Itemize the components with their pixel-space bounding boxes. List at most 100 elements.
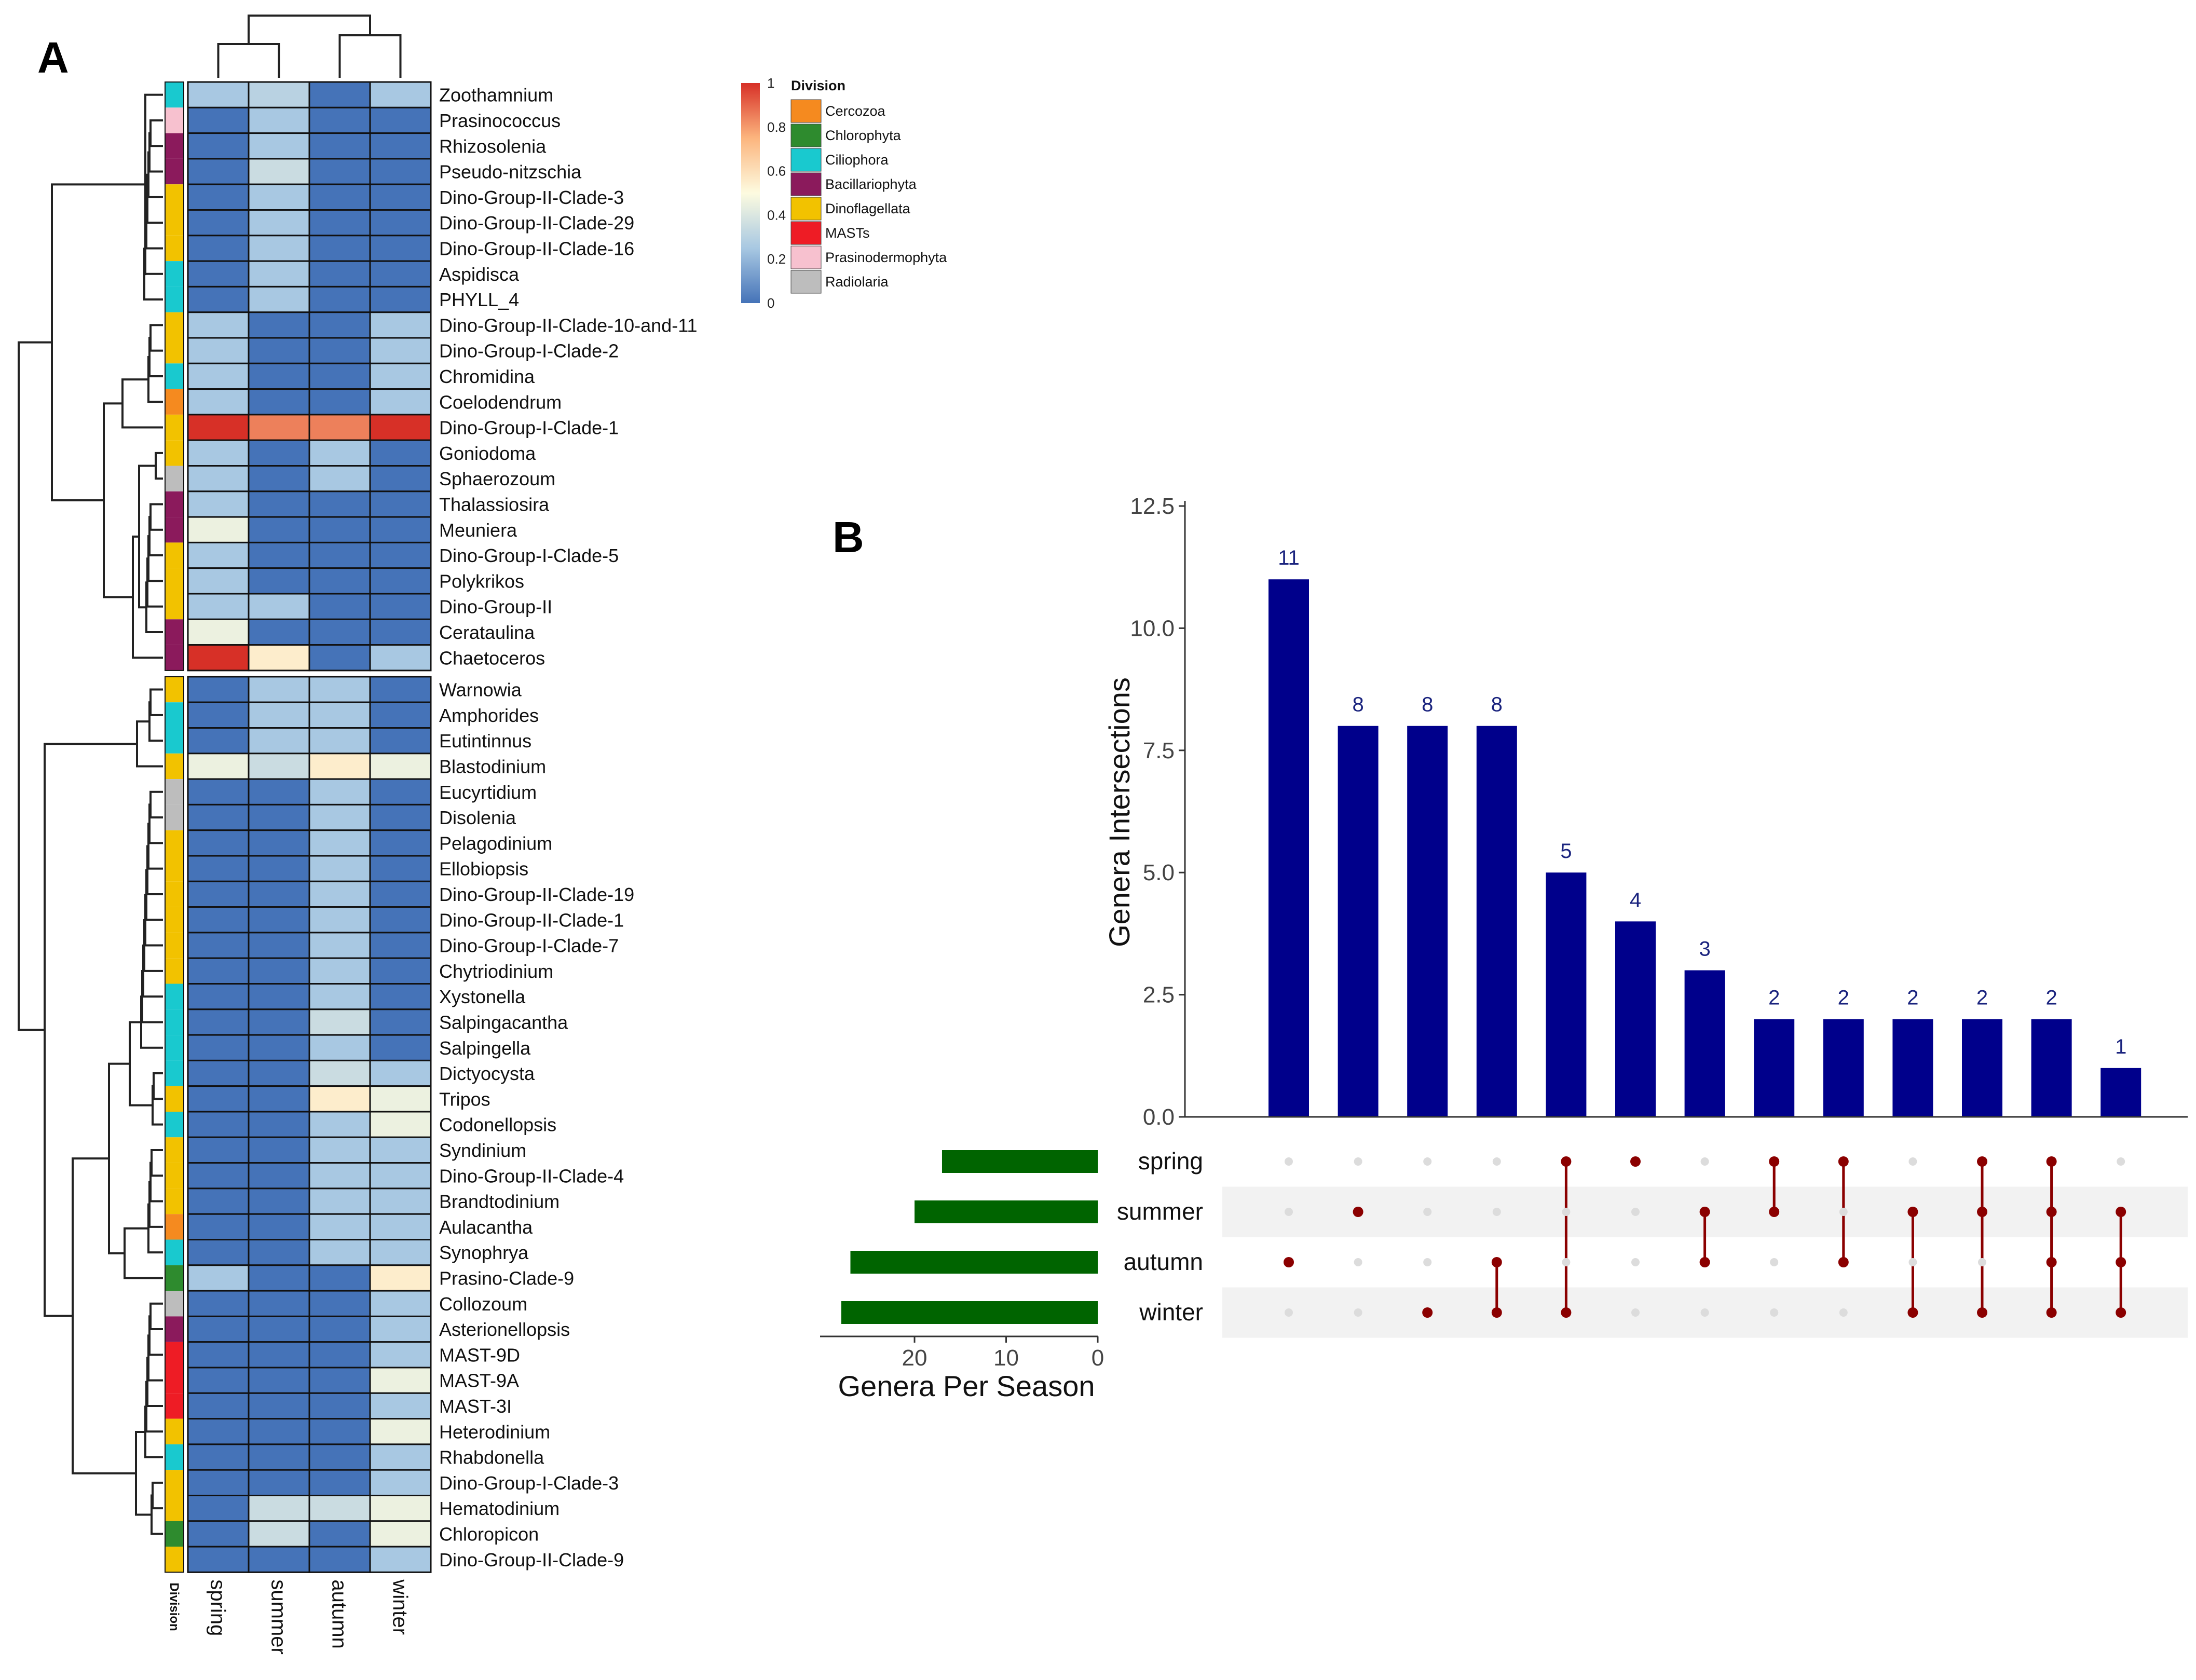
- division-annotation: [165, 81, 184, 1573]
- heatmap-cell: [308, 1341, 371, 1369]
- dendrogram-branch: [44, 743, 137, 1317]
- heatmap-cell: [308, 593, 371, 620]
- heatmap-cell: [248, 158, 310, 185]
- row-label: Amphorides: [439, 705, 539, 726]
- intersection-bar: [1546, 872, 1587, 1117]
- matrix-dot-active: [2046, 1207, 2057, 1217]
- legend-swatch: [790, 221, 822, 245]
- division-frame: [165, 676, 184, 1573]
- heatmap-cell: [369, 81, 432, 108]
- y-tick-label: 5.0: [1143, 860, 1175, 885]
- bar-value-label: 1: [2115, 1035, 2126, 1058]
- heatmap-cell: [308, 1136, 371, 1164]
- heatmap-cell: [308, 1367, 371, 1394]
- row-label: Heterodinium: [439, 1421, 550, 1442]
- heatmap-cell: [308, 516, 371, 543]
- intersection-bar: [1962, 1019, 2002, 1117]
- matrix-dot: [1839, 1208, 1848, 1216]
- heatmap-cell: [248, 880, 310, 908]
- heatmap-cell: [248, 1520, 310, 1548]
- heatmap-cell: [308, 1469, 371, 1496]
- matrix-dot-active: [1699, 1207, 1710, 1217]
- heatmap-cell: [369, 880, 432, 908]
- heatmap-cell: [308, 618, 371, 646]
- heatmap-cell: [187, 132, 250, 160]
- bar-value-label: 2: [1907, 987, 1918, 1009]
- y-tick-label: 2.5: [1143, 982, 1175, 1008]
- heatmap-cell: [308, 676, 371, 703]
- heatmap-cell: [369, 183, 432, 211]
- row-label: Dino-Group-II: [439, 596, 552, 618]
- heatmap-cell: [308, 132, 371, 160]
- division-cell: [165, 184, 184, 210]
- set-size-bar: [942, 1150, 1098, 1173]
- dendrogram-branch: [147, 151, 163, 198]
- heatmap-cell: [248, 1085, 310, 1113]
- division-cell: [165, 1495, 184, 1521]
- heatmap-cell: [248, 957, 310, 985]
- row-label: Xystonella: [439, 986, 526, 1007]
- heatmap-cell: [187, 1520, 250, 1548]
- heatmap-cell: [248, 541, 310, 569]
- heatmap-cell: [248, 803, 310, 831]
- heatmap-cell: [369, 1367, 432, 1394]
- matrix-dot: [1285, 1157, 1293, 1166]
- row-label: Eucyrtidium: [439, 782, 537, 803]
- matrix-dot-active: [2046, 1307, 2057, 1318]
- heatmap-cell: [369, 753, 432, 780]
- intersection-bar: [1684, 970, 1725, 1117]
- heatmap-cell: [308, 235, 371, 262]
- legend-swatch: [790, 99, 822, 123]
- heatmap-cell: [187, 1392, 250, 1420]
- matrix-dot: [1423, 1258, 1432, 1266]
- matrix-dot: [1908, 1157, 1917, 1166]
- division-frame: [165, 81, 184, 671]
- bar-value-label: 2: [1838, 987, 1849, 1009]
- heatmap-cell: [187, 1085, 250, 1113]
- dendrogram-branch: [248, 15, 371, 44]
- legend-label: Chlorophyta: [825, 128, 902, 143]
- matrix-dot: [1354, 1157, 1362, 1166]
- heatmap-cell: [248, 1546, 310, 1573]
- legend-label: MASTs: [825, 225, 870, 241]
- heatmap-cell: [187, 337, 250, 364]
- heatmap-cell: [248, 1034, 310, 1061]
- dendrogram-branch: [108, 1062, 130, 1254]
- heatmap-cell: [248, 1111, 310, 1138]
- set-size-tick-label: 20: [902, 1345, 927, 1371]
- row-label: Prasinococcus: [439, 110, 561, 131]
- matrix-dot: [1562, 1258, 1571, 1266]
- heatmap-cell: [248, 1239, 310, 1266]
- bar-value-label: 3: [1699, 938, 1710, 961]
- row-label: Meuniera: [439, 520, 517, 541]
- intersection-bar: [1892, 1019, 1933, 1117]
- division-cell: [165, 1547, 184, 1573]
- heatmap-cell: [369, 1546, 432, 1573]
- heatmap-cell: [369, 1239, 432, 1266]
- legend-label: Cercozoa: [825, 103, 886, 119]
- row-label: Eutintinnus: [439, 730, 531, 752]
- heatmap-cell: [248, 983, 310, 1010]
- intersection-matrix: spring summer autumn winter: [1117, 1148, 2188, 1338]
- matrix-dot: [1631, 1258, 1640, 1266]
- heatmap-cell: [369, 158, 432, 185]
- heatmap-cell: [187, 311, 250, 339]
- division-cell: [165, 133, 184, 159]
- matrix-dot-active: [1491, 1257, 1502, 1267]
- heatmap-cell: [248, 235, 310, 262]
- heatmap-cell: [308, 388, 371, 416]
- matrix-dot-active: [2116, 1257, 2126, 1267]
- heatmap-cell: [369, 957, 432, 985]
- matrix-dot: [1285, 1308, 1293, 1317]
- heatmap-cell: [308, 311, 371, 339]
- dendrogram-branch: [103, 402, 133, 598]
- heatmap-cell: [369, 1520, 432, 1548]
- panel-label-a: A: [37, 33, 69, 82]
- heatmap-cell: [369, 337, 432, 364]
- heatmap-cell: [187, 829, 250, 857]
- row-label: Aulacantha: [439, 1217, 533, 1238]
- heatmap-cell: [308, 1418, 371, 1445]
- heatmap-cell: [187, 593, 250, 620]
- heatmap-cell: [187, 260, 250, 288]
- matrix-dot: [1492, 1157, 1501, 1166]
